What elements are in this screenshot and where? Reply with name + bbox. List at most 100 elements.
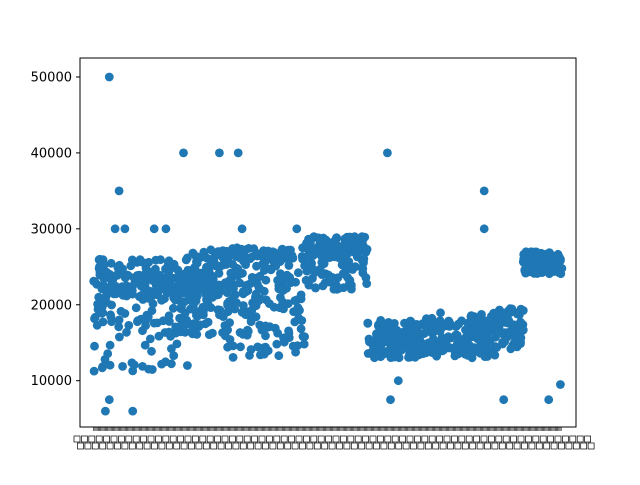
scatter-point xyxy=(506,307,516,317)
x-tick-label xyxy=(458,435,466,443)
scatter-point xyxy=(114,322,124,332)
scatter-point xyxy=(368,340,378,350)
x-tick-label xyxy=(554,435,562,443)
x-tick-label xyxy=(128,442,136,450)
scatter-point xyxy=(403,340,413,350)
scatter-point xyxy=(406,324,415,334)
scatter-point xyxy=(277,247,287,257)
scatter-point xyxy=(126,261,136,271)
x-tick-label xyxy=(535,442,543,450)
scatter-point xyxy=(147,346,156,356)
scatter-point xyxy=(314,234,324,244)
scatter-point xyxy=(114,186,124,196)
scatter-point xyxy=(206,282,216,291)
x-tick-label xyxy=(336,442,343,450)
x-tick-label xyxy=(517,435,525,443)
x-tick-label xyxy=(232,442,240,450)
x-tick-label xyxy=(369,435,377,443)
scatter-point xyxy=(110,224,120,234)
x-tick-label xyxy=(202,442,210,450)
x-tick-label xyxy=(143,442,151,450)
plot-frame xyxy=(79,57,577,428)
scatter-point xyxy=(228,294,238,303)
scatter-point xyxy=(273,275,282,285)
scatter-point xyxy=(269,252,279,261)
scatter-point xyxy=(406,316,415,326)
x-tick-label xyxy=(350,442,358,450)
scatter-point xyxy=(114,315,124,325)
x-tick-label xyxy=(306,442,314,450)
scatter-point xyxy=(311,248,321,258)
scatter-point xyxy=(257,251,266,261)
scatter-point xyxy=(443,319,453,329)
scatter-point xyxy=(128,406,138,416)
x-tick-label xyxy=(77,442,84,450)
x-tick-label xyxy=(121,442,129,450)
x-tick-label xyxy=(498,442,506,450)
scatter-point xyxy=(545,264,555,273)
x-tick-label xyxy=(562,435,569,443)
x-tick-label xyxy=(491,442,499,450)
x-tick-label xyxy=(502,435,510,443)
x-tick-label xyxy=(269,442,277,450)
scatter-point xyxy=(120,309,130,318)
x-tick-label xyxy=(424,442,432,450)
scatter-point xyxy=(329,284,339,294)
scatter-point xyxy=(158,316,168,326)
x-tick-label xyxy=(550,442,558,450)
scatter-point xyxy=(112,270,122,280)
scatter-point xyxy=(180,327,190,337)
x-tick-label xyxy=(399,435,406,443)
scatter-point xyxy=(104,72,114,82)
x-tick-label xyxy=(532,435,540,443)
scatter-point xyxy=(237,224,247,234)
scatter-point xyxy=(503,315,513,325)
scatter-point xyxy=(556,380,565,389)
scatter-point xyxy=(169,351,179,360)
scatter-point xyxy=(376,316,386,325)
x-tick-label xyxy=(488,435,495,443)
scatter-point xyxy=(295,305,304,315)
x-tick-label xyxy=(576,435,584,443)
x-tick-label xyxy=(147,435,155,443)
scatter-point xyxy=(90,312,100,322)
x-tick-label xyxy=(118,435,125,443)
x-tick-label xyxy=(469,442,477,450)
x-tick-label xyxy=(206,435,214,443)
y-tick-label: 40000 xyxy=(31,146,72,161)
x-tick-label xyxy=(558,442,565,450)
scatter-point xyxy=(345,278,354,288)
scatter-point xyxy=(226,268,236,278)
scatter-point xyxy=(101,406,110,416)
scatter-point xyxy=(169,259,179,269)
x-tick-label xyxy=(151,442,158,450)
scatter-point xyxy=(127,286,137,295)
x-tick-label xyxy=(229,435,236,443)
scatter-point xyxy=(105,340,115,350)
scatter-point xyxy=(110,286,120,296)
x-tick-label xyxy=(317,435,325,443)
scatter-point xyxy=(421,327,430,337)
x-tick-label xyxy=(387,442,395,450)
x-tick-label xyxy=(188,442,195,450)
x-tick-label xyxy=(225,442,232,450)
scatter-point xyxy=(396,334,405,344)
scatter-point xyxy=(252,261,261,271)
scatter-point xyxy=(284,328,294,338)
x-tick-label xyxy=(428,435,436,443)
scatter-point xyxy=(149,224,159,234)
scatter-point xyxy=(370,352,379,362)
scatter-point xyxy=(479,186,489,196)
y-axis-ticks: 10000 20000 30000 40000 50000 xyxy=(31,70,80,389)
x-tick-label xyxy=(436,435,443,443)
scatter-point xyxy=(436,308,445,318)
scatter-point xyxy=(324,251,334,261)
y-tick-label: 50000 xyxy=(31,70,72,85)
x-tick-label xyxy=(91,442,99,450)
scatter-point xyxy=(98,362,108,371)
x-tick-label xyxy=(262,442,269,450)
scatter-point xyxy=(222,288,232,298)
x-tick-label xyxy=(377,435,384,443)
scatter-point xyxy=(141,316,151,326)
